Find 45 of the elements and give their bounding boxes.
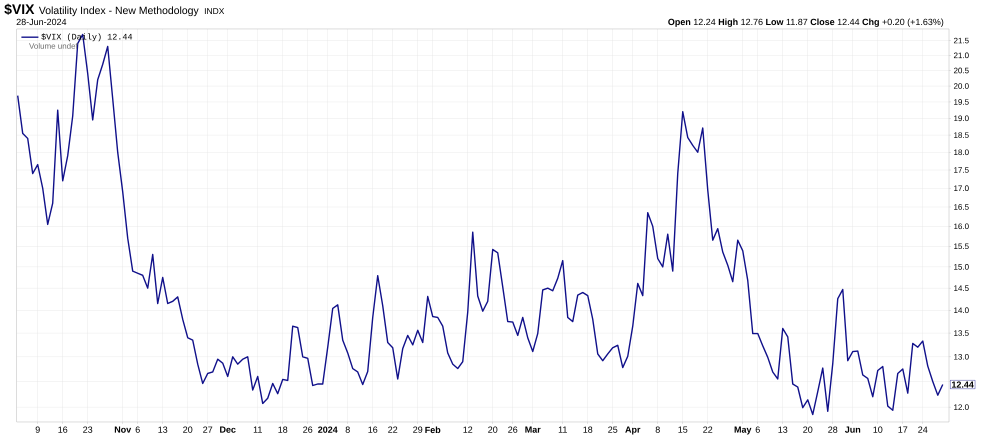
- x-tick-label: 15: [678, 426, 688, 433]
- x-tick-label: 11: [254, 426, 262, 433]
- x-tick-label: 17: [898, 426, 908, 433]
- x-tick-label: 28: [828, 426, 838, 433]
- x-tick-label: 9: [36, 426, 40, 433]
- chart-subtitle: Volatility Index - New Methodology: [38, 6, 199, 16]
- x-tick-label: May: [734, 426, 752, 435]
- x-tick-label: 24: [918, 426, 928, 433]
- x-tick-label: 29: [413, 426, 422, 433]
- text: INDX: [204, 8, 224, 14]
- text: Open 12.24 High 12.76 Low 11.87 Close 12.44 Chg +0.20 (+1.63%): [668, 18, 944, 27]
- x-tick-label: 26: [508, 426, 518, 433]
- x-tick-label: 25: [608, 426, 618, 433]
- x-tick-label: 12: [463, 426, 472, 433]
- x-tick-label: 10: [873, 426, 882, 433]
- x-tick-label: 27: [203, 426, 212, 433]
- x-tick-label: 22: [703, 426, 712, 433]
- x-tick-label: Apr: [625, 426, 640, 435]
- line-series: [17, 34, 944, 416]
- x-tick-label: 6: [756, 426, 760, 433]
- x-tick-label: 6: [136, 426, 140, 433]
- x-tick-label: Feb: [425, 426, 440, 434]
- x-tick-label: 16: [58, 426, 68, 433]
- x-tick-label: 22: [388, 426, 398, 433]
- x-tick-label: 18: [583, 426, 592, 433]
- x-tick-label: Nov: [114, 426, 132, 433]
- x-tick-label: 23: [83, 426, 92, 433]
- chart-title: $VIX: [4, 4, 34, 16]
- x-tick-label: 8: [346, 426, 350, 433]
- x-tick-label: 16: [368, 426, 378, 433]
- x-tick-label: Dec: [220, 426, 236, 433]
- text: 12.44: [952, 381, 974, 388]
- text: 28-Jun-2024: [16, 18, 66, 26]
- x-tick-label: 20: [183, 426, 192, 433]
- x-tick-label: 20: [488, 426, 498, 433]
- x-tick-label: 2024: [318, 426, 338, 433]
- x-tick-label: Jun: [844, 426, 860, 433]
- x-tick-label: 11: [558, 426, 567, 433]
- x-tick-label: 20: [803, 426, 812, 433]
- x-tick-label: 26: [303, 426, 312, 433]
- x-tick-label: 18: [278, 426, 288, 433]
- x-tick-label: 8: [656, 426, 660, 433]
- x-tick-label: 13: [778, 426, 788, 433]
- x-tick-label: Mar: [525, 426, 541, 433]
- x-tick-label: 13: [158, 426, 168, 433]
